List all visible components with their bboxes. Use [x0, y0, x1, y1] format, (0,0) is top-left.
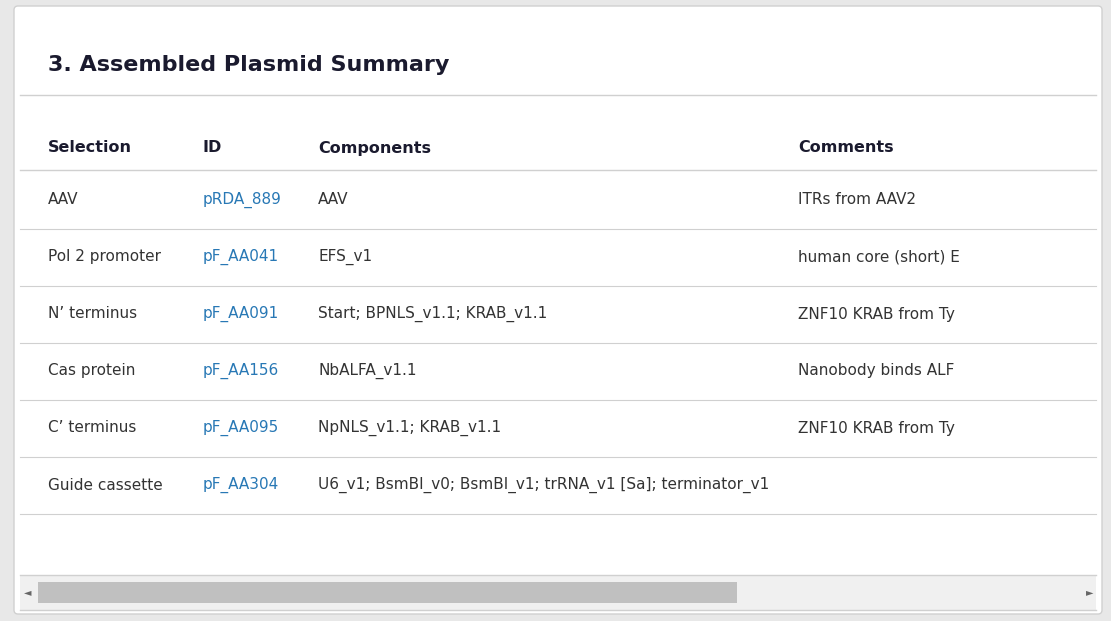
Text: NbALFA_v1.1: NbALFA_v1.1 — [318, 363, 417, 379]
Text: pRDA_889: pRDA_889 — [203, 192, 282, 208]
Text: ZNF10 KRAB from Ty: ZNF10 KRAB from Ty — [798, 420, 954, 435]
Text: Selection: Selection — [48, 140, 132, 155]
Text: pF_AA041: pF_AA041 — [203, 249, 279, 265]
Text: 3. Assembled Plasmid Summary: 3. Assembled Plasmid Summary — [48, 55, 449, 75]
Text: U6_v1; BsmBI_v0; BsmBI_v1; trRNA_v1 [Sa]; terminator_v1: U6_v1; BsmBI_v0; BsmBI_v1; trRNA_v1 [Sa]… — [318, 477, 769, 493]
Text: EFS_v1: EFS_v1 — [318, 249, 372, 265]
Text: C’ terminus: C’ terminus — [48, 420, 137, 435]
Text: AAV: AAV — [48, 193, 79, 207]
Text: Start; BPNLS_v1.1; KRAB_v1.1: Start; BPNLS_v1.1; KRAB_v1.1 — [318, 306, 548, 322]
Text: pF_AA095: pF_AA095 — [203, 420, 279, 436]
Text: ZNF10 KRAB from Ty: ZNF10 KRAB from Ty — [798, 307, 954, 322]
Text: ID: ID — [203, 140, 222, 155]
Text: Components: Components — [318, 140, 431, 155]
Text: pF_AA091: pF_AA091 — [203, 306, 279, 322]
Text: Nanobody binds ALF: Nanobody binds ALF — [798, 363, 954, 379]
FancyBboxPatch shape — [14, 6, 1102, 614]
Text: AAV: AAV — [318, 193, 349, 207]
Text: ◄: ◄ — [24, 587, 32, 597]
Bar — [20, 575, 1095, 610]
Text: ►: ► — [1087, 587, 1093, 597]
Text: Guide cassette: Guide cassette — [48, 478, 162, 492]
Text: human core (short) E: human core (short) E — [798, 250, 960, 265]
Text: pF_AA156: pF_AA156 — [203, 363, 279, 379]
Text: ITRs from AAV2: ITRs from AAV2 — [798, 193, 915, 207]
Text: NpNLS_v1.1; KRAB_v1.1: NpNLS_v1.1; KRAB_v1.1 — [318, 420, 501, 436]
Text: Comments: Comments — [798, 140, 893, 155]
Text: pF_AA304: pF_AA304 — [203, 477, 279, 493]
Bar — [38, 582, 737, 603]
Text: Pol 2 promoter: Pol 2 promoter — [48, 250, 161, 265]
Text: N’ terminus: N’ terminus — [48, 307, 137, 322]
Text: Cas protein: Cas protein — [48, 363, 136, 379]
